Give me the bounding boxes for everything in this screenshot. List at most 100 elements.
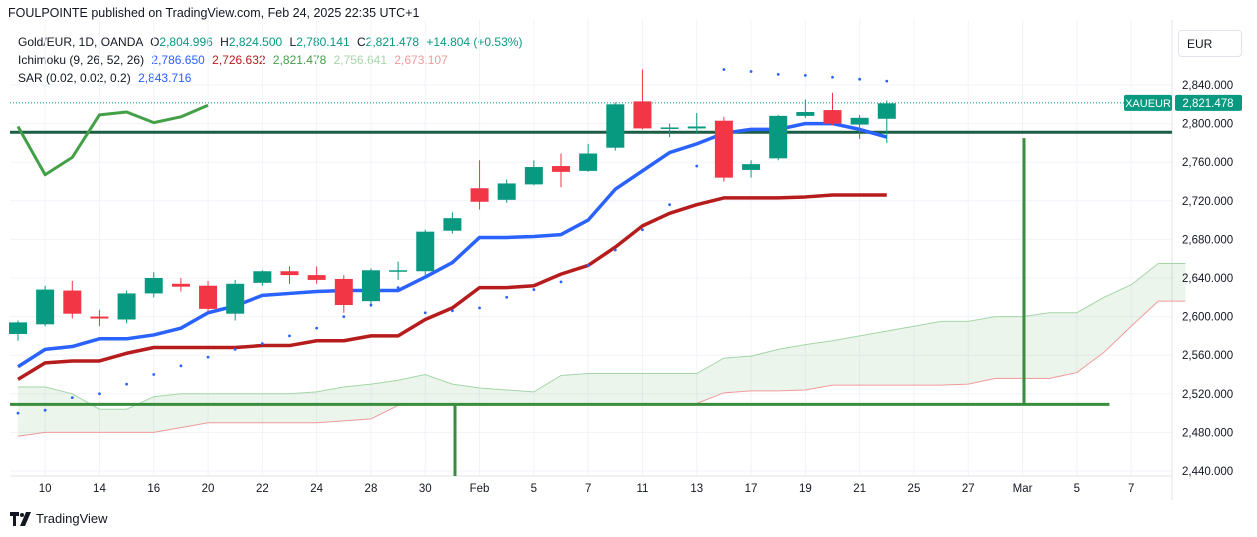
candle-body xyxy=(850,117,869,125)
sar-dot xyxy=(315,326,319,330)
candle-body xyxy=(63,290,82,314)
sar-dot xyxy=(233,348,237,351)
cloud-fill xyxy=(18,263,1186,437)
price-tick-label: 2,520.000 xyxy=(1182,389,1233,401)
candle xyxy=(36,285,55,327)
candle xyxy=(877,100,896,143)
symbol-label: Gold/EUR, 1D, OANDA xyxy=(18,35,143,49)
time-tick-label: 21 xyxy=(853,483,866,495)
close-value: 2,821.478 xyxy=(365,35,420,49)
candle xyxy=(9,320,27,341)
drawings xyxy=(453,138,1026,476)
open-value: 2,804.996 xyxy=(159,35,213,49)
candle-body xyxy=(497,183,516,200)
candle xyxy=(633,69,652,130)
candle xyxy=(552,153,570,188)
high-label: H xyxy=(220,35,229,49)
candle-body xyxy=(633,101,652,129)
candle-body xyxy=(769,115,788,159)
time-tick-label: 14 xyxy=(93,483,106,495)
candle-body xyxy=(9,322,27,334)
base-line xyxy=(17,193,887,381)
time-tick-label: 5 xyxy=(1074,483,1080,495)
candle xyxy=(63,280,82,319)
sar-dot xyxy=(152,373,156,376)
candle-body xyxy=(443,218,462,231)
candle-body xyxy=(36,289,55,325)
footer-brand-label: TradingView xyxy=(36,511,108,526)
price-tag-bg xyxy=(1175,94,1242,111)
price-tick-label: 2,600.000 xyxy=(1182,312,1233,324)
time-tick-label: 28 xyxy=(365,483,378,495)
ichimoku-spanA-value: 2,756.641 xyxy=(333,53,388,67)
sar-dot xyxy=(478,306,481,310)
candle-body xyxy=(660,127,679,129)
price-tag-label: 2,821.478 xyxy=(1182,98,1233,110)
candle-body xyxy=(226,283,245,314)
sar-dot xyxy=(505,295,509,299)
high-value: 2,824.500 xyxy=(228,35,283,49)
candle xyxy=(470,160,489,210)
candle-body xyxy=(877,103,896,119)
candle-body xyxy=(687,126,706,129)
ichimoku-conversion-value: 2,786.650 xyxy=(151,53,205,67)
sar-dot xyxy=(451,309,454,313)
conversion-line xyxy=(17,121,888,369)
candle xyxy=(199,280,218,312)
sar-dot xyxy=(179,364,183,368)
sar-dot xyxy=(831,75,834,79)
time-tick-label: Mar xyxy=(1013,483,1033,495)
candle xyxy=(497,179,516,203)
candle xyxy=(660,123,679,138)
candle-body xyxy=(389,270,408,272)
sar-dots xyxy=(16,68,889,415)
sar-dot xyxy=(260,342,264,346)
candle-body xyxy=(796,112,815,116)
sar-value: 2,843.716 xyxy=(138,71,192,85)
candle-body xyxy=(742,164,761,170)
candle-body xyxy=(117,293,136,320)
candle xyxy=(171,278,190,292)
time-tick-label: 5 xyxy=(531,483,537,495)
sar-dot xyxy=(206,355,210,359)
candle xyxy=(253,270,272,286)
footer-brand[interactable]: TradingView xyxy=(10,511,108,526)
time-tick-label: 11 xyxy=(636,483,648,495)
candle xyxy=(416,229,435,276)
sar-legend[interactable]: SAR (0.02, 0.02, 0.2) 2,843.716 xyxy=(18,71,191,85)
ichimoku-spanB-value: 2,673.107 xyxy=(394,53,448,67)
sar-dot xyxy=(858,77,862,81)
sar-dot xyxy=(885,79,889,83)
sar-dot xyxy=(43,408,47,412)
currency-selector[interactable]: EUR xyxy=(1178,30,1242,57)
candle-body xyxy=(307,275,326,280)
currency-label: EUR xyxy=(1187,37,1213,51)
time-tick-label: 19 xyxy=(799,483,812,495)
candle-body xyxy=(90,316,109,319)
sar-dot xyxy=(16,411,20,415)
indicator-lines xyxy=(16,103,888,381)
time-tick-label: 13 xyxy=(690,483,703,495)
sar-dot xyxy=(803,73,807,77)
time-tick-label: 25 xyxy=(908,483,921,495)
low-value: 2,780.141 xyxy=(296,35,350,49)
ichimoku-cloud xyxy=(17,263,1186,437)
time-axis: 10 14 16 20 22 24 28 30 Feb 5 7 11 13 17 19 21 25 27 Mar 5 7 xyxy=(39,483,1135,495)
candle-body xyxy=(579,153,598,171)
change-value: +14.804 (+0.53%) xyxy=(426,35,523,49)
candle xyxy=(742,160,761,178)
ichimoku-label: Ichimoku (9, 26, 52, 26) xyxy=(18,53,145,67)
candle-body xyxy=(714,120,733,178)
candle-body xyxy=(171,283,190,287)
close-label: C xyxy=(356,35,366,49)
candle xyxy=(443,212,462,234)
candle xyxy=(796,99,815,118)
ichimoku-legend[interactable]: Ichimoku (9, 26, 52, 26) 2,786.650 2,726… xyxy=(18,53,448,67)
candle xyxy=(606,102,625,151)
symbol-legend[interactable]: Gold/EUR, 1D, OANDA O2,804.996 H2,824.50… xyxy=(18,35,522,49)
candle xyxy=(769,114,788,161)
price-tick-label: 2,720.000 xyxy=(1182,196,1233,208)
sar-dot xyxy=(70,396,74,400)
chart-grid xyxy=(10,20,1173,500)
